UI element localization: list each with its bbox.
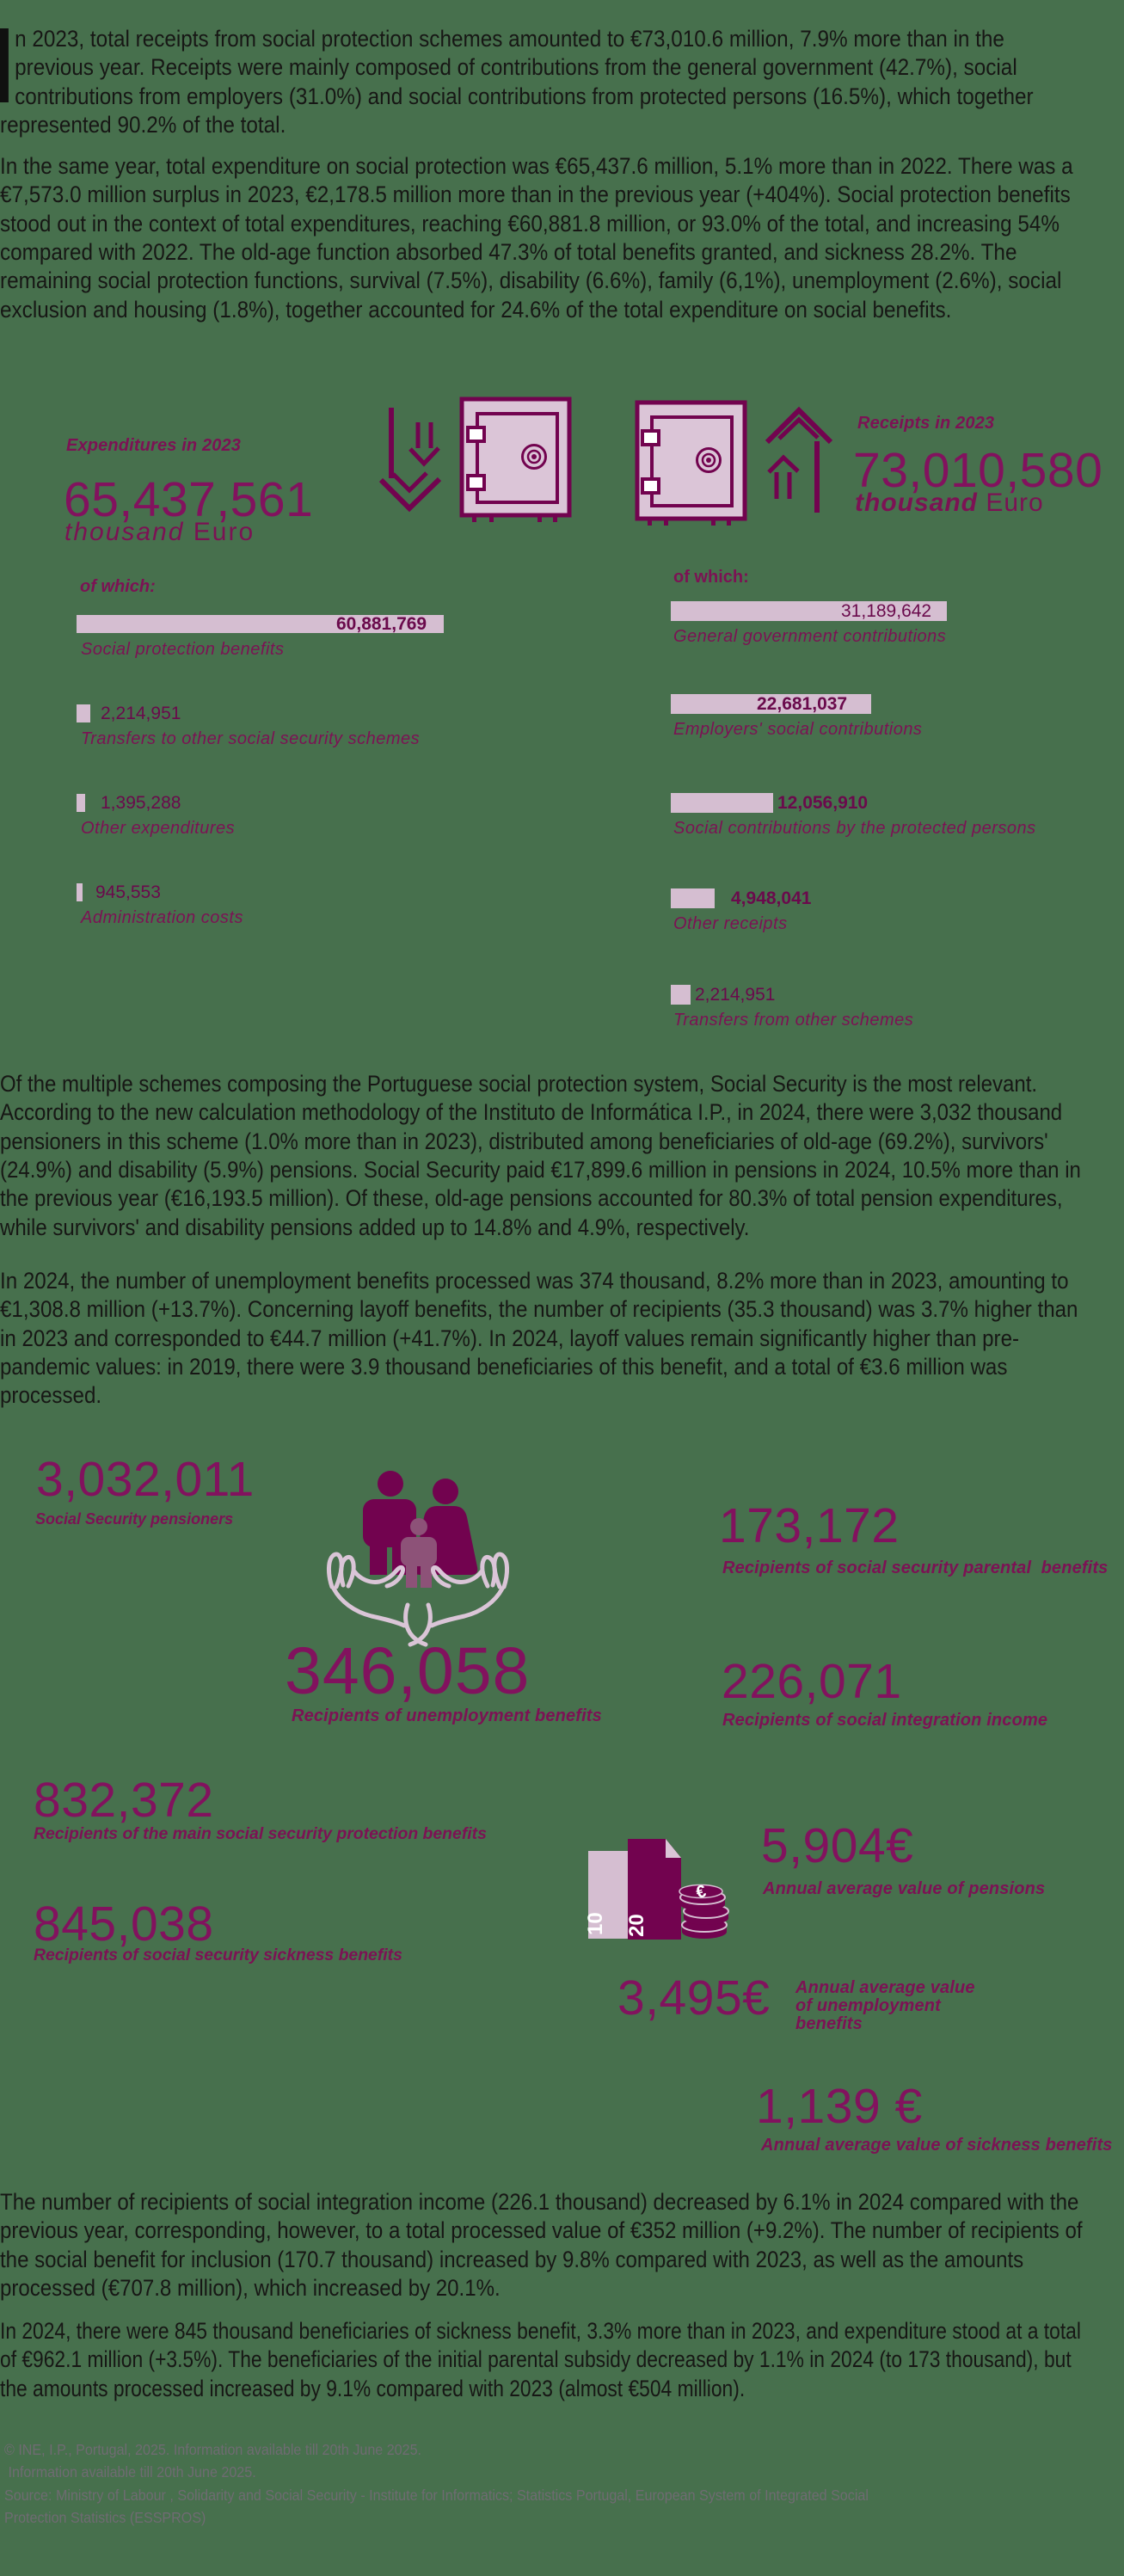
svg-text:10: 10 bbox=[584, 1912, 607, 1935]
svg-text:€: € bbox=[694, 1882, 708, 1903]
svg-text:20: 20 bbox=[625, 1914, 648, 1937]
